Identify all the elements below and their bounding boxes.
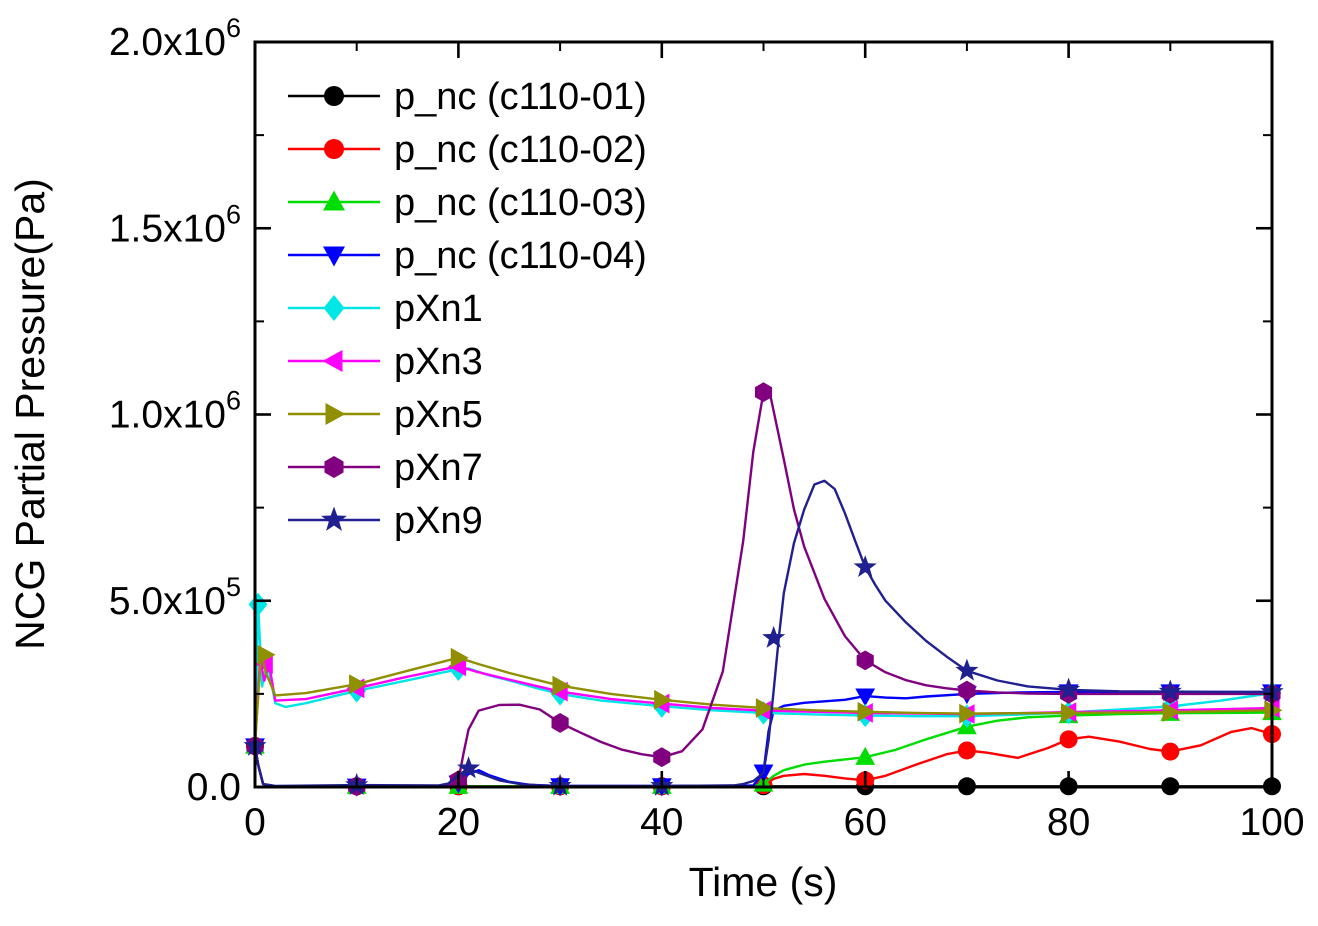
legend-marker	[324, 86, 344, 106]
legend-label: pXn1	[394, 288, 483, 330]
series-marker-9	[1057, 677, 1081, 700]
legend-label: p_nc (c110-01)	[394, 76, 647, 118]
legend: p_nc (c110-01) p_nc (c110-02) p_nc (c110-0…	[288, 76, 647, 542]
series-marker-9	[1158, 679, 1182, 702]
legend-label: pXn7	[394, 447, 483, 489]
legend-label: p_nc (c110-02)	[394, 129, 647, 171]
series-marker-7	[257, 644, 276, 665]
legend-marker	[323, 295, 345, 321]
legend-item-1: p_nc (c110-01)	[288, 76, 647, 118]
axes-layer: 0 20 40 60 80 100 0.0 5.0x105 1.0x106 1.5x106 2.0x…	[109, 13, 1305, 844]
legend-label: p_nc (c110-03)	[394, 182, 647, 224]
x-tick-label: 20	[437, 801, 480, 844]
series-marker-4	[855, 688, 876, 707]
legend-item-2: p_nc (c110-02)	[288, 129, 647, 171]
legend-marker	[324, 456, 344, 478]
legend-label: pXn3	[394, 341, 483, 383]
series-marker-8	[653, 747, 671, 768]
legend-item-6: pXn3	[288, 341, 483, 383]
series-marker-7	[654, 689, 673, 710]
series-marker-7	[1162, 702, 1181, 723]
legend-item-4: p_nc (c110-04)	[288, 235, 647, 277]
series-marker-8	[958, 680, 976, 701]
series-marker-7	[857, 701, 876, 722]
series-marker-8	[754, 382, 773, 403]
x-tick-label: 60	[844, 801, 887, 844]
legend-marker	[323, 246, 345, 267]
legend-marker	[325, 403, 346, 425]
y-tick-label: 1.0x106	[109, 386, 241, 437]
y-tick-label: 5.0x105	[109, 572, 241, 623]
series-marker-7	[755, 698, 774, 718]
x-tick-label: 0	[244, 801, 266, 844]
series-layer	[243, 382, 1284, 797]
series-marker-9	[457, 756, 481, 779]
series-marker-7	[450, 647, 469, 668]
series-line-7	[253, 652, 1274, 746]
legend-marker	[322, 350, 343, 372]
y-tick-label: 2.0x106	[109, 13, 241, 64]
series-marker-7	[959, 703, 978, 724]
y-axis-title: NCG Partial Pressure(Pa)	[7, 178, 53, 650]
series-marker-5	[248, 592, 268, 617]
x-tick-label: 80	[1047, 801, 1090, 844]
x-tick-label: 100	[1239, 801, 1304, 844]
y-tick-label: 1.5x106	[109, 199, 241, 250]
legend-item-5: pXn1	[288, 288, 483, 330]
series-marker-7	[349, 674, 368, 695]
x-axis-title: Time (s)	[689, 859, 838, 905]
x-tick-label: 40	[640, 801, 683, 844]
legend-label: p_nc (c110-04)	[394, 235, 647, 277]
legend-item-8: pXn7	[288, 447, 483, 489]
series-line-5	[253, 603, 1274, 744]
series-marker-2	[1161, 742, 1180, 761]
legend-item-3: p_nc (c110-03)	[288, 182, 647, 224]
series-marker-7	[552, 675, 571, 696]
y-tick-label: 0.0	[187, 766, 241, 809]
legend-marker	[323, 190, 345, 211]
legend-item-9: pXn9	[288, 500, 483, 542]
legend-item-7: pXn5	[288, 394, 483, 436]
series-marker-9	[762, 625, 786, 648]
series-marker-2	[1059, 730, 1078, 749]
legend-marker	[321, 506, 347, 531]
series-marker-8	[856, 650, 874, 671]
series-marker-9	[853, 555, 877, 578]
series-marker-8	[551, 713, 569, 733]
legend-label: pXn5	[394, 394, 483, 436]
legend-marker	[324, 139, 344, 159]
legend-label: pXn9	[394, 500, 483, 542]
series-marker-9	[955, 658, 979, 681]
series-marker-3	[855, 746, 876, 765]
series-marker-2	[957, 741, 976, 760]
series-marker-7	[1060, 702, 1079, 723]
